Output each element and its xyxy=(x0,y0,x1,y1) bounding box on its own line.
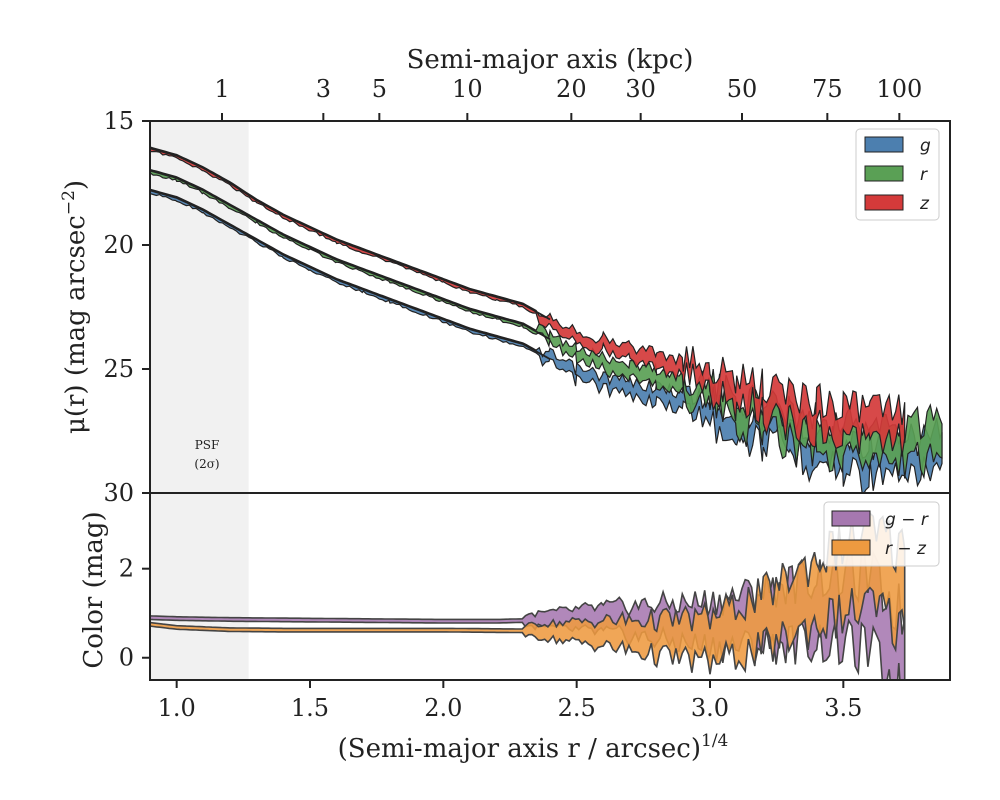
main-y-axis-title-superscript: −2 xyxy=(59,190,79,215)
series-band-z xyxy=(150,146,906,457)
series-line-r xyxy=(150,169,551,340)
color-y-tick-label: 0 xyxy=(119,644,134,672)
legend-swatch-z xyxy=(864,194,904,211)
x-tick-label: 3.5 xyxy=(824,694,862,722)
color-panel-frame xyxy=(149,492,951,681)
top-x-tick-label: 5 xyxy=(372,75,387,103)
legend-swatch-r xyxy=(864,165,904,182)
color-legend: g − r r − z xyxy=(823,501,940,567)
top-axis-title: Semi-major axis (kpc) xyxy=(407,45,694,75)
top-x-tick-label: 75 xyxy=(812,75,843,103)
legend-label-r: r xyxy=(920,165,928,185)
psf-band-color-panel xyxy=(150,493,249,680)
main-y-axis-title: μ(r) (mag arcsec−2) xyxy=(59,180,91,434)
x-tick-label: 2.0 xyxy=(424,694,462,722)
top-x-tick-label: 1 xyxy=(214,75,229,103)
series-band-rz xyxy=(150,512,906,675)
main-y-axis-title-text: μ(r) (mag arcsec xyxy=(61,215,91,434)
x-tick-label: 1.5 xyxy=(291,694,329,722)
x-tick-label: 2.5 xyxy=(558,694,596,722)
color-y-tick-label: 2 xyxy=(119,555,134,583)
main-y-axis-title-end: ) xyxy=(61,180,91,190)
top-x-tick-label: 20 xyxy=(556,75,587,103)
top-x-tick-label: 10 xyxy=(452,75,483,103)
legend-swatch-g xyxy=(864,136,904,153)
top-x-tick-label: 3 xyxy=(316,75,331,103)
top-x-tick-label: 100 xyxy=(876,75,922,103)
top-x-tick-label: 30 xyxy=(625,75,656,103)
surface-brightness-series xyxy=(150,146,943,493)
legend-swatch-r-z xyxy=(831,539,871,556)
main-legend: g r z xyxy=(855,128,940,221)
color-y-axis-title: Color (mag) xyxy=(79,511,109,668)
psf-label: PSF xyxy=(195,438,220,452)
bottom-axis-title: (Semi-major axis r / arcsec)1/4 xyxy=(338,731,729,764)
color-series xyxy=(150,512,906,680)
x-tick-label: 1.0 xyxy=(158,694,196,722)
y-tick-label: 20 xyxy=(103,231,134,259)
y-tick-label: 15 xyxy=(103,107,134,135)
legend-label-g: g xyxy=(920,136,931,156)
x-tick-label: 3.0 xyxy=(691,694,729,722)
axis-ticks: 15 20 25 30 0 2 1.0 1.5 2.0 2.5 3.0 3.5 1 3 5 10 20 30 50 7… xyxy=(103,75,922,722)
legend-label-g-r: g − r xyxy=(885,510,929,530)
series-line-z xyxy=(150,147,551,321)
y-tick-label: 30 xyxy=(103,479,134,507)
psf-sigma-label: (2σ) xyxy=(194,457,219,471)
series-band-r xyxy=(150,168,943,480)
legend-label-z: z xyxy=(919,194,930,214)
bottom-axis-title-superscript: 1/4 xyxy=(701,731,728,751)
legend-label-r-z: r − z xyxy=(885,539,927,559)
legend-swatch-g-r xyxy=(831,510,871,527)
bottom-axis-title-text: (Semi-major axis r / arcsec) xyxy=(338,734,701,764)
series-line-g xyxy=(150,189,551,360)
y-tick-label: 25 xyxy=(103,355,134,383)
top-x-tick-label: 50 xyxy=(727,75,758,103)
